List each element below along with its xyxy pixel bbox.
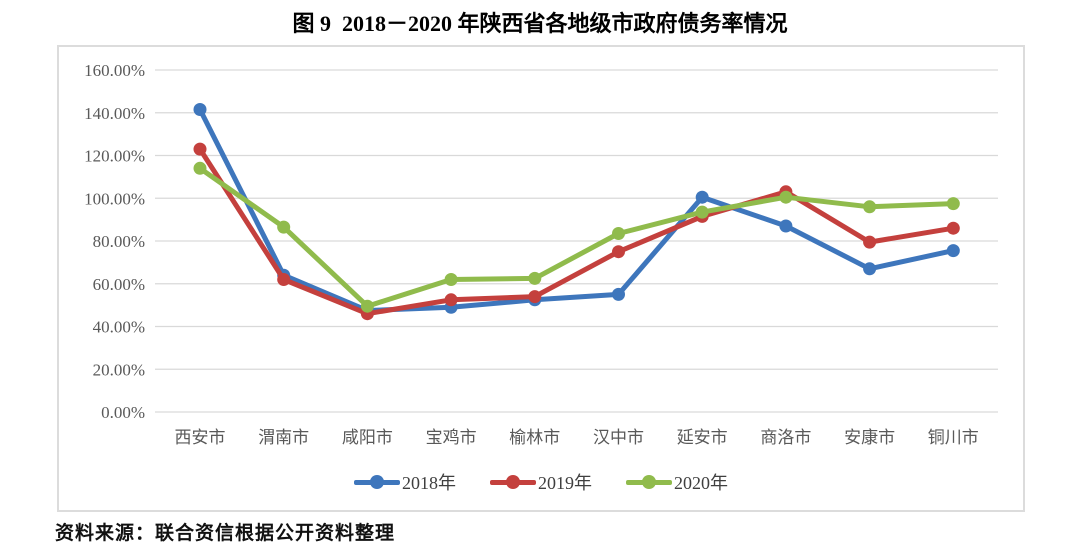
data-point-marker [444, 273, 458, 286]
line-chart: 160.00% 140.00% 120.00% 100.00% 80.00% 60.00%… [84, 61, 998, 447]
y-axis-tick-label: 140.00% [84, 104, 145, 123]
y-axis-tick-label: 80.00% [93, 232, 145, 251]
data-point-marker [779, 190, 793, 204]
x-axis-category-label: 安康市 [844, 428, 895, 447]
x-axis-category-label: 咸阳市 [342, 428, 393, 447]
data-point-marker [779, 219, 793, 233]
legend-marker-2020 [626, 475, 672, 489]
data-point-marker [277, 220, 291, 234]
series-line-2018年 [197, 107, 956, 313]
data-point-marker [946, 244, 960, 258]
y-axis-tick-label: 120.00% [84, 147, 145, 166]
data-point-marker [528, 290, 542, 304]
data-point-marker [612, 287, 625, 301]
source-note: 资料来源：联合资信根据公开资料整理 [55, 523, 396, 544]
x-axis-category-label: 渭南市 [258, 428, 309, 447]
figure-title: 图 9 2018－2020 年陕西省各地级市政府债务率情况 [292, 11, 788, 36]
data-point-marker [863, 200, 877, 214]
data-point-marker [193, 142, 207, 156]
data-point-marker [193, 161, 207, 175]
chart-legend: 2018年 2019年 2020年 [59, 469, 1023, 495]
legend-item-2020[interactable]: 2020年 [626, 469, 728, 495]
data-point-marker [695, 190, 709, 204]
data-point-marker [612, 227, 625, 240]
data-point-marker [946, 221, 960, 235]
y-axis-tick-label: 100.00% [84, 189, 145, 208]
data-point-marker [193, 103, 207, 116]
data-point-marker [946, 197, 960, 211]
data-point-marker [863, 262, 877, 276]
data-point-marker [612, 245, 625, 259]
legend-item-2019[interactable]: 2019年 [490, 469, 592, 495]
data-point-marker [695, 205, 709, 219]
y-axis-tick-label: 160.00% [84, 61, 145, 80]
x-axis-category-label: 商洛市 [760, 428, 811, 447]
y-axis-tick-label: 0.00% [101, 403, 145, 422]
legend-item-2018[interactable]: 2018年 [354, 469, 456, 495]
y-axis-tick-label: 40.00% [93, 318, 145, 337]
x-axis-category-label: 榆林市 [509, 428, 560, 447]
x-axis-category-label: 汉中市 [593, 428, 644, 447]
legend-marker-2018 [354, 475, 400, 489]
y-axis-tick-label: 60.00% [93, 275, 145, 294]
x-axis-category-label: 铜川市 [928, 428, 979, 447]
legend-label-2019: 2019年 [538, 473, 592, 493]
legend-label-2018: 2018年 [402, 473, 456, 493]
y-axis-tick-label: 20.00% [93, 360, 145, 379]
series-line-2020年 [197, 165, 956, 309]
data-point-marker [863, 235, 877, 249]
legend-label-2020: 2020年 [674, 473, 728, 493]
x-axis-category-label: 西安市 [175, 428, 226, 447]
chart-frame: 160.00% 140.00% 120.00% 100.00% 80.00% 60.00%… [57, 45, 1025, 512]
x-axis-category-label: 宝鸡市 [426, 428, 477, 447]
data-point-marker [277, 273, 291, 286]
series-line-2019年 [197, 146, 956, 317]
data-point-marker [444, 293, 458, 307]
legend-marker-2019 [490, 475, 536, 489]
x-axis-category-label: 延安市 [677, 428, 728, 447]
data-point-marker [528, 271, 542, 285]
data-point-marker [360, 299, 374, 313]
